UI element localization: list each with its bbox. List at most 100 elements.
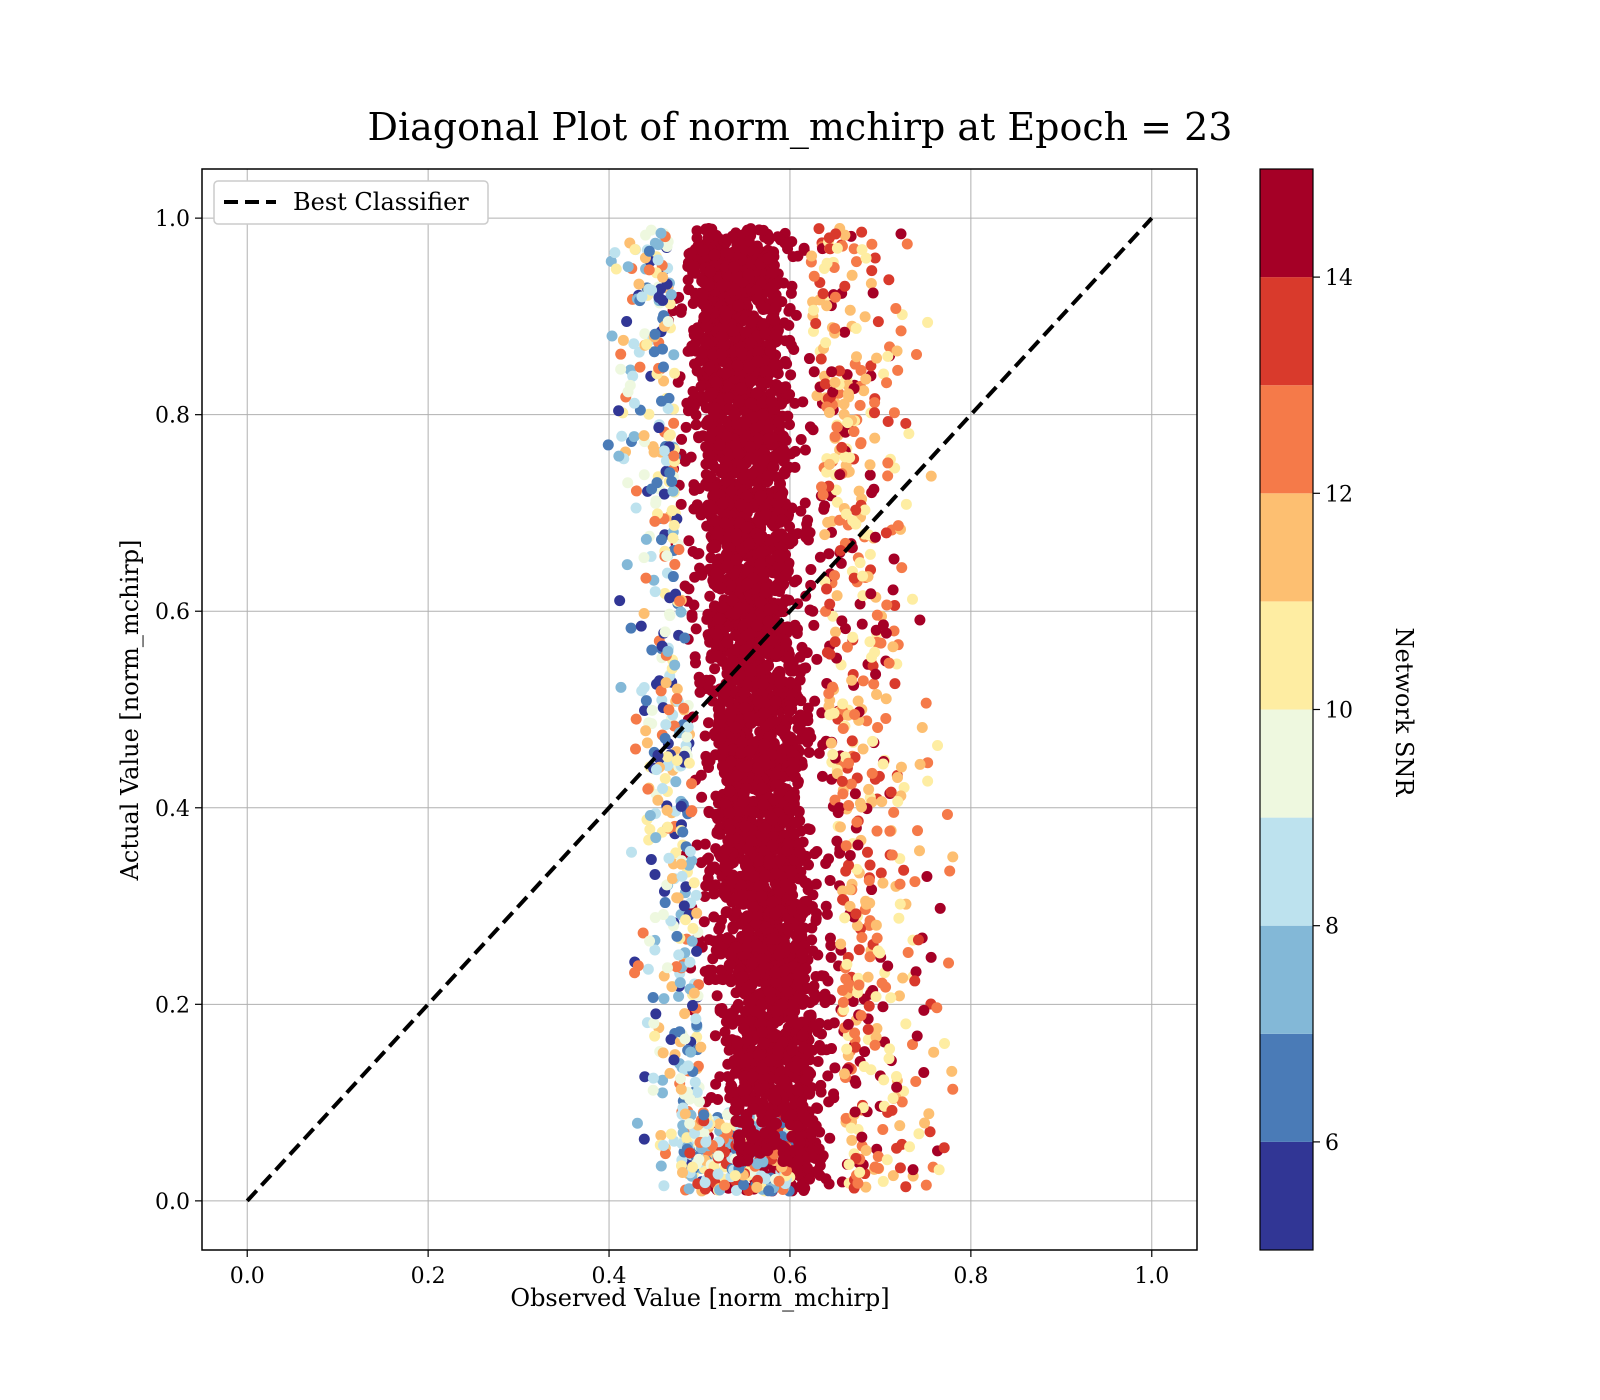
scatter-point — [801, 524, 813, 536]
scatter-point — [704, 1168, 716, 1180]
scatter-point — [756, 1026, 769, 1039]
scatter-point — [646, 644, 658, 656]
scatter-point — [675, 498, 687, 510]
scatter-point — [909, 876, 921, 888]
scatter-point — [856, 618, 868, 630]
scatter-point — [665, 915, 677, 927]
scatter-point — [838, 408, 850, 420]
scatter-point — [741, 1154, 754, 1167]
scatter-point — [792, 805, 805, 818]
scatter-point — [649, 912, 661, 924]
scatter-point — [687, 386, 699, 398]
scatter-point — [685, 1046, 697, 1058]
scatter-point — [804, 421, 816, 433]
scatter-point — [877, 877, 889, 889]
scatter-point — [938, 1142, 950, 1154]
scatter-point — [732, 998, 744, 1010]
scatter-point — [627, 370, 639, 382]
scatter-point — [923, 1108, 935, 1120]
scatter-point — [802, 514, 814, 526]
scatter-point — [802, 859, 814, 871]
scatter-point — [747, 901, 760, 914]
scatter-point — [828, 1017, 840, 1029]
scatter-point — [720, 549, 733, 562]
scatter-point — [758, 302, 771, 315]
scatter-point — [811, 1165, 823, 1177]
scatter-point — [864, 459, 876, 471]
scatter-point — [811, 653, 823, 665]
scatter-point — [754, 596, 767, 609]
scatter-point — [900, 1181, 912, 1193]
scatter-point — [846, 674, 858, 686]
scatter-point — [869, 531, 881, 543]
scatter-point — [714, 581, 727, 594]
scatter-point — [800, 1073, 813, 1086]
scatter-point — [824, 1132, 836, 1144]
scatter-point — [785, 287, 797, 299]
scatter-point — [871, 1023, 883, 1035]
scatter-point — [681, 397, 693, 409]
scatter-point — [869, 407, 881, 419]
scatter-point — [648, 446, 660, 458]
scatter-point — [850, 908, 862, 920]
scatter-point — [839, 229, 851, 241]
scatter-point — [922, 775, 934, 787]
scatter-point — [704, 590, 716, 602]
scatter-point — [859, 1046, 871, 1058]
scatter-point — [819, 529, 831, 541]
scatter-point — [829, 431, 841, 443]
scatter-point — [686, 778, 698, 790]
scatter-point — [719, 686, 732, 699]
scatter-point — [673, 949, 685, 961]
scatter-point — [673, 543, 685, 555]
scatter-point — [732, 806, 744, 818]
scatter-point — [729, 1066, 742, 1079]
scatter-point — [696, 791, 708, 803]
scatter-point — [802, 1043, 815, 1056]
scatter-point — [903, 428, 915, 440]
scatter-point — [682, 721, 694, 733]
scatter-point — [705, 552, 717, 564]
scatter-point — [784, 303, 796, 315]
scatter-point — [829, 291, 841, 303]
scatter-point — [893, 990, 905, 1002]
scatter-point — [808, 304, 820, 316]
scatter-point — [613, 450, 625, 462]
scatter-point — [813, 747, 825, 759]
scatter-point — [699, 965, 711, 977]
scatter-point — [769, 867, 782, 880]
scatter-point — [839, 912, 851, 924]
scatter-point — [715, 964, 727, 976]
scatter-point — [882, 457, 894, 469]
scatter-point — [838, 1068, 850, 1080]
scatter-point — [695, 1041, 707, 1053]
scatter-point — [786, 765, 799, 778]
scatter-point — [867, 660, 879, 672]
scatter-point — [866, 767, 878, 779]
scatter-point — [694, 686, 706, 698]
scatter-point — [649, 944, 661, 956]
scatter-point — [889, 600, 901, 612]
scatter-point — [869, 397, 881, 409]
scatter-point — [780, 636, 793, 649]
scatter-point — [924, 1126, 936, 1138]
scatter-point — [777, 450, 790, 463]
scatter-point — [729, 629, 742, 642]
scatter-point — [820, 857, 832, 869]
scatter-point — [839, 280, 851, 292]
scatter-point — [737, 1022, 750, 1035]
scatter-point — [830, 228, 842, 240]
scatter-point — [871, 352, 883, 364]
scatter-point — [662, 645, 674, 657]
scatter-point — [810, 878, 822, 890]
scatter-point — [724, 579, 737, 592]
scatter-point — [688, 877, 700, 889]
scatter-point — [886, 849, 898, 861]
scatter-point — [657, 361, 669, 373]
scatter-point — [675, 800, 687, 812]
scatter-point — [785, 369, 797, 381]
scatter-point — [869, 1039, 881, 1051]
scatter-point — [762, 534, 775, 547]
scatter-point — [713, 1150, 725, 1162]
scatter-point — [866, 265, 878, 277]
